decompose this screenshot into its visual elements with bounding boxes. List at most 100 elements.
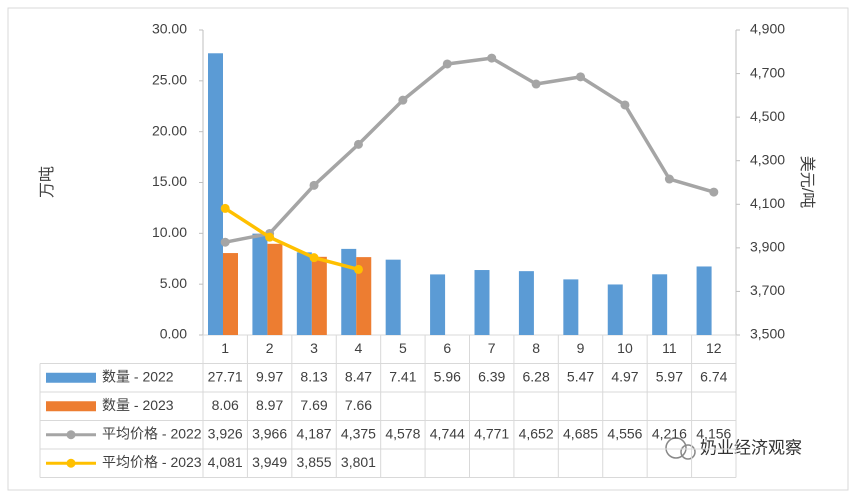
table-cell: 4,375 bbox=[341, 425, 376, 441]
line bbox=[224, 56, 715, 244]
table-cell: 7.41 bbox=[389, 368, 416, 384]
table-cell: 6.39 bbox=[478, 368, 505, 384]
legend-swatch bbox=[46, 372, 96, 383]
bar bbox=[208, 53, 223, 335]
legend-swatch bbox=[46, 401, 96, 412]
table-cell: 4.97 bbox=[611, 368, 638, 384]
y2-tick-label: 4,900 bbox=[750, 21, 785, 37]
x-tick-label: 3 bbox=[310, 340, 318, 356]
x-tick-label: 5 bbox=[399, 340, 407, 356]
bar bbox=[267, 243, 283, 335]
table-cell: 4,187 bbox=[297, 425, 332, 441]
y-tick-label: 15.00 bbox=[152, 173, 187, 189]
point bbox=[709, 187, 719, 197]
table-cell: 27.71 bbox=[208, 368, 243, 384]
table-cell: 4,081 bbox=[208, 454, 243, 470]
y-tick-label: 10.00 bbox=[152, 224, 187, 240]
bar bbox=[563, 279, 579, 335]
x-tick-label: 8 bbox=[532, 340, 540, 356]
table-cell: 4,652 bbox=[519, 425, 554, 441]
table-cell: 4,556 bbox=[607, 425, 642, 441]
legend-marker bbox=[66, 430, 76, 440]
point bbox=[531, 79, 541, 89]
point bbox=[620, 100, 630, 110]
point bbox=[309, 253, 319, 263]
bar bbox=[356, 257, 372, 335]
y-tick-label: 20.00 bbox=[152, 122, 187, 138]
table-cell: 7.69 bbox=[300, 397, 327, 413]
x-tick-label: 10 bbox=[617, 340, 633, 356]
table-cell: 8.47 bbox=[345, 368, 372, 384]
y-tick-label: 30.00 bbox=[152, 21, 187, 37]
watermark: 奶业经济观察 bbox=[700, 438, 802, 457]
legend-marker bbox=[66, 458, 76, 468]
y-axis-label: 万吨 bbox=[38, 166, 56, 198]
bar bbox=[652, 274, 668, 335]
point bbox=[220, 237, 230, 247]
bar bbox=[607, 284, 623, 335]
y2-tick-label: 4,700 bbox=[750, 64, 785, 80]
bar bbox=[696, 266, 712, 335]
table-cell: 4,744 bbox=[430, 425, 465, 441]
table-cell: 3,926 bbox=[208, 425, 243, 441]
chart-border bbox=[7, 7, 849, 491]
table-cell: 3,949 bbox=[252, 454, 287, 470]
x-tick-label: 4 bbox=[355, 340, 363, 356]
legend-label: 平均价格 - 2022 bbox=[102, 425, 202, 441]
table-cell: 4,216 bbox=[652, 425, 687, 441]
table-cell: 8.13 bbox=[300, 368, 327, 384]
point bbox=[487, 53, 497, 63]
table-cell: 8.06 bbox=[212, 397, 239, 413]
point bbox=[442, 59, 452, 69]
x-tick-label: 6 bbox=[443, 340, 451, 356]
y-tick-label: 25.00 bbox=[152, 72, 187, 88]
x-tick-label: 7 bbox=[488, 340, 496, 356]
legend-label: 数量 - 2023 bbox=[102, 397, 174, 413]
table-cell: 5.97 bbox=[656, 368, 683, 384]
table-cell: 3,855 bbox=[297, 454, 332, 470]
bar bbox=[311, 256, 327, 335]
watermark-icon bbox=[665, 437, 696, 460]
y2-tick-label: 3,700 bbox=[750, 282, 785, 298]
table-cell: 4,578 bbox=[385, 425, 420, 441]
table-cell: 3,801 bbox=[341, 454, 376, 470]
bar bbox=[430, 274, 446, 335]
point bbox=[576, 72, 586, 82]
y-tick-label: 0.00 bbox=[160, 326, 187, 342]
bar bbox=[518, 271, 534, 335]
table-cell: 5.96 bbox=[434, 368, 461, 384]
x-tick-label: 9 bbox=[577, 340, 585, 356]
x-tick-label: 2 bbox=[266, 340, 274, 356]
x-tick-label: 12 bbox=[706, 340, 722, 356]
table-cell: 8.97 bbox=[256, 397, 283, 413]
table-cell: 7.66 bbox=[345, 397, 372, 413]
point bbox=[265, 232, 275, 242]
legend-label: 平均价格 - 2023 bbox=[102, 454, 202, 470]
table-cell: 3,966 bbox=[252, 425, 287, 441]
table-cell: 6.74 bbox=[700, 368, 727, 384]
y2-tick-label: 3,500 bbox=[750, 326, 785, 342]
point bbox=[353, 139, 363, 149]
bar bbox=[341, 248, 357, 335]
bar bbox=[223, 253, 238, 335]
y2-tick-label: 3,900 bbox=[750, 239, 785, 255]
table-cell: 4,771 bbox=[474, 425, 509, 441]
table-cell: 5.47 bbox=[567, 368, 594, 384]
y2-tick-label: 4,100 bbox=[750, 195, 785, 211]
table-cell: 4,685 bbox=[563, 425, 598, 441]
table-cell: 6.28 bbox=[523, 368, 550, 384]
table-cell: 9.97 bbox=[256, 368, 283, 384]
point bbox=[664, 174, 674, 184]
y2-tick-label: 4,500 bbox=[750, 108, 785, 124]
y2-axis-label: 美元/吨 bbox=[798, 156, 816, 208]
x-tick-label: 1 bbox=[221, 340, 229, 356]
bar bbox=[474, 270, 490, 335]
y2-tick-label: 4,300 bbox=[750, 151, 785, 167]
bar bbox=[252, 233, 268, 335]
line bbox=[224, 206, 359, 272]
point bbox=[220, 203, 230, 213]
legend-label: 数量 - 2022 bbox=[102, 368, 174, 384]
point bbox=[309, 180, 319, 190]
point bbox=[398, 95, 408, 105]
